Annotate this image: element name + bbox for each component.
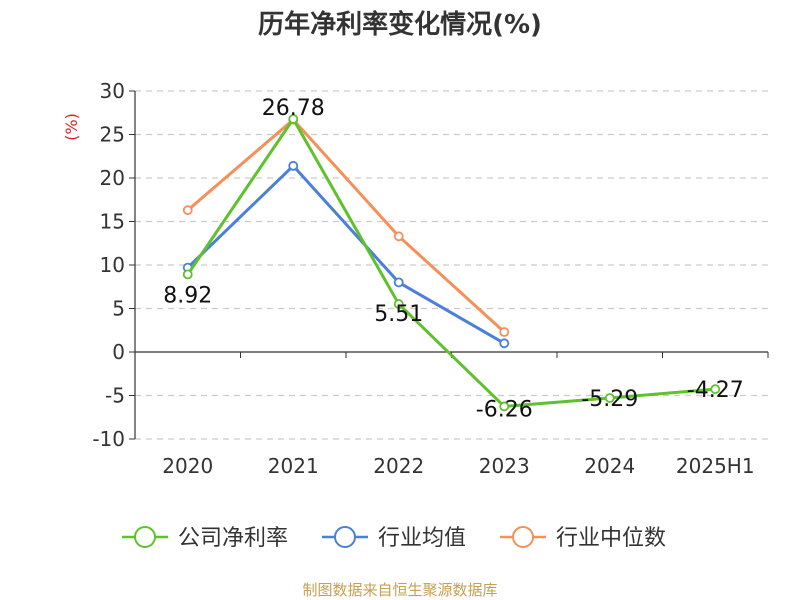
data-point	[288, 114, 299, 124]
legend: 公司净利率 行业均值 行业中位数	[122, 526, 666, 551]
data-label: 8.92	[163, 283, 212, 308]
chart-title: 历年净利率变化情况(%)	[258, 9, 542, 40]
y-tick-label: 15	[100, 210, 125, 234]
legend-label: 行业均值	[378, 526, 466, 551]
source-note: 制图数据来自恒生聚源数据库	[302, 581, 497, 599]
data-label: -4.27	[687, 378, 744, 403]
legend-marker	[512, 526, 534, 548]
x-tick-label: 2021	[268, 454, 319, 478]
data-label: -6.26	[476, 397, 533, 422]
x-tick-label: 2024	[584, 454, 635, 478]
y-tick-label: 20	[100, 166, 125, 190]
data-label: 5.51	[374, 302, 423, 327]
series-line-1	[186, 164, 505, 345]
data-point	[288, 160, 299, 171]
x-tick-label: 2023	[479, 454, 530, 478]
y-tick-label: -10	[92, 427, 125, 451]
legend-marker	[134, 526, 156, 548]
y-tick-label: 5	[112, 297, 125, 321]
data-point	[393, 231, 404, 242]
data-point	[393, 299, 404, 309]
data-point	[604, 393, 615, 403]
data-label: -5.29	[581, 387, 638, 412]
legend-label: 行业中位数	[556, 526, 666, 551]
grid-lines	[135, 90, 768, 440]
legend-marker	[334, 526, 356, 548]
data-point	[499, 338, 510, 349]
y-tick-label: 25	[100, 123, 125, 147]
y-tick-label: -5	[105, 384, 125, 408]
data-point	[710, 384, 721, 395]
data-point	[393, 277, 404, 288]
data-label: 26.78	[262, 96, 325, 121]
y-tick-label: 30	[100, 79, 125, 103]
y-tick-label: 0	[112, 340, 125, 364]
y-tick-label: 10	[100, 253, 125, 277]
data-point	[182, 269, 193, 280]
data-point	[499, 401, 510, 412]
data-labels: 8.92 26.78 5.51 -6.26 -5.29 -4.27	[163, 96, 743, 422]
legend-label: 公司净利率	[178, 526, 288, 551]
axes: 30 25 20 15 10 5 0 -5 -10 2020 2021 2022 2023 2024 202…	[92, 79, 769, 478]
series-line-2	[186, 118, 506, 334]
series-line-0	[186, 117, 716, 408]
x-tick-label: 2025H1	[676, 454, 755, 478]
x-tick-label: 2022	[373, 454, 424, 478]
series-group	[182, 114, 721, 412]
data-point	[182, 205, 193, 216]
y-axis-unit: (%)	[62, 113, 81, 141]
data-point	[499, 327, 510, 337]
x-tick-label: 2020	[162, 454, 213, 478]
